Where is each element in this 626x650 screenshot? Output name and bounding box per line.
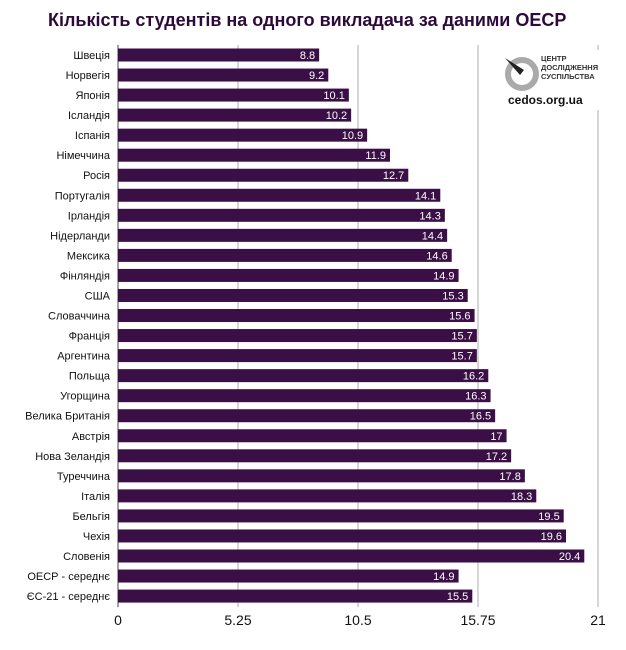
data-label: 19.5 [538,511,559,523]
bar [118,509,564,523]
bar [118,429,507,443]
data-label: 20.4 [559,551,580,563]
bar [118,569,459,583]
bar [118,349,477,363]
data-label: 15.3 [442,290,463,302]
logo-url: cedos.org.ua [508,93,583,107]
category-label: Аргентина [57,351,111,363]
category-label: Франція [69,331,110,343]
data-label: 15.7 [451,331,472,343]
bar [118,589,473,603]
logo-circle-icon [505,57,539,91]
bar [118,88,349,102]
bar [118,268,459,282]
chart-title: Кількість студентів на одного викладача … [48,10,567,30]
category-label: Туреччина [57,471,111,483]
category-label: США [85,290,111,302]
category-label: Норвегія [66,70,110,82]
data-label: 8.8 [300,50,315,62]
bar [118,489,537,503]
bar [118,228,448,242]
data-label: 17.2 [486,451,507,463]
category-label: Словенія [63,551,110,563]
logo-line: ДОСЛІДЖЕННЯ [541,63,599,72]
bar [118,68,329,82]
x-tick-label: 10.5 [344,612,371,628]
bar [118,549,585,563]
bar [118,449,512,463]
bar [118,309,475,323]
data-label: 15.7 [451,351,472,363]
bar [118,329,477,343]
data-label: 14.4 [422,230,443,242]
category-label: Росія [83,170,110,182]
data-label: 9.2 [309,70,324,82]
data-label: 17.8 [499,471,520,483]
category-label: ЄС-21 - середнє [27,591,111,603]
category-label: Ісландія [68,110,110,122]
bar [118,288,468,302]
x-tick-label: 15.75 [460,612,495,628]
bar [118,148,390,162]
category-label: Швеція [73,50,110,62]
data-label: 16.3 [465,391,486,403]
data-label: 15.6 [449,311,470,323]
data-label: 16.2 [463,371,484,383]
bar [118,188,441,202]
data-label: 11.9 [365,150,386,162]
data-label: 14.9 [433,571,454,583]
x-tick-label: 0 [114,612,122,628]
category-label: Нова Зеландія [35,451,110,463]
data-label: 19.6 [541,531,562,543]
category-label: Іспанія [75,130,110,142]
logo-line: СУСПІЛЬСТВА [541,72,595,81]
category-label: Австрія [72,431,110,443]
bar [118,128,368,142]
x-tick-label: 21 [590,612,606,628]
data-label: 14.1 [415,190,436,202]
bar [118,409,496,423]
bar [118,48,320,62]
category-label: Мексика [67,250,111,262]
data-label: 14.3 [419,210,440,222]
category-label: Фінляндія [60,270,110,282]
data-label: 10.9 [342,130,363,142]
logo-text: ЦЕНТР ДОСЛІДЖЕННЯ СУСПІЛЬСТВА [541,54,598,81]
data-label: 10.2 [326,110,347,122]
bar [118,168,409,182]
bar [118,248,452,262]
category-label: Нідерланди [50,230,110,242]
bar [118,369,489,383]
bar [118,108,352,122]
category-label: Португалія [55,190,110,202]
x-tick-label: 5.25 [224,612,251,628]
cedos-logo: ЦЕНТР ДОСЛІДЖЕННЯ СУСПІЛЬСТВА cedos.org.… [500,50,600,110]
data-label: 14.9 [433,270,454,282]
data-label: 14.6 [426,250,447,262]
data-label: 15.5 [447,591,468,603]
bar [118,469,525,483]
data-label: 17 [490,431,502,443]
category-label: Італія [81,491,110,503]
logo-line: ЦЕНТР [541,54,567,63]
bar [118,529,566,543]
data-label: 12.7 [383,170,404,182]
category-label: Ірландія [68,210,110,222]
data-label: 16.5 [470,411,491,423]
category-label: ОЕСР - середнє [27,571,110,583]
category-label: Велика Британія [25,411,110,423]
data-label: 10.1 [323,90,344,102]
data-label: 18.3 [511,491,532,503]
category-label: Японія [76,90,111,102]
category-label: Чехія [83,531,110,543]
bar [118,389,491,403]
bar [118,208,445,222]
category-label: Угорщина [60,391,111,403]
category-label: Словаччина [48,311,111,323]
category-label: Польща [69,371,111,383]
category-label: Німеччина [56,150,110,162]
category-label: Бельгія [72,511,110,523]
